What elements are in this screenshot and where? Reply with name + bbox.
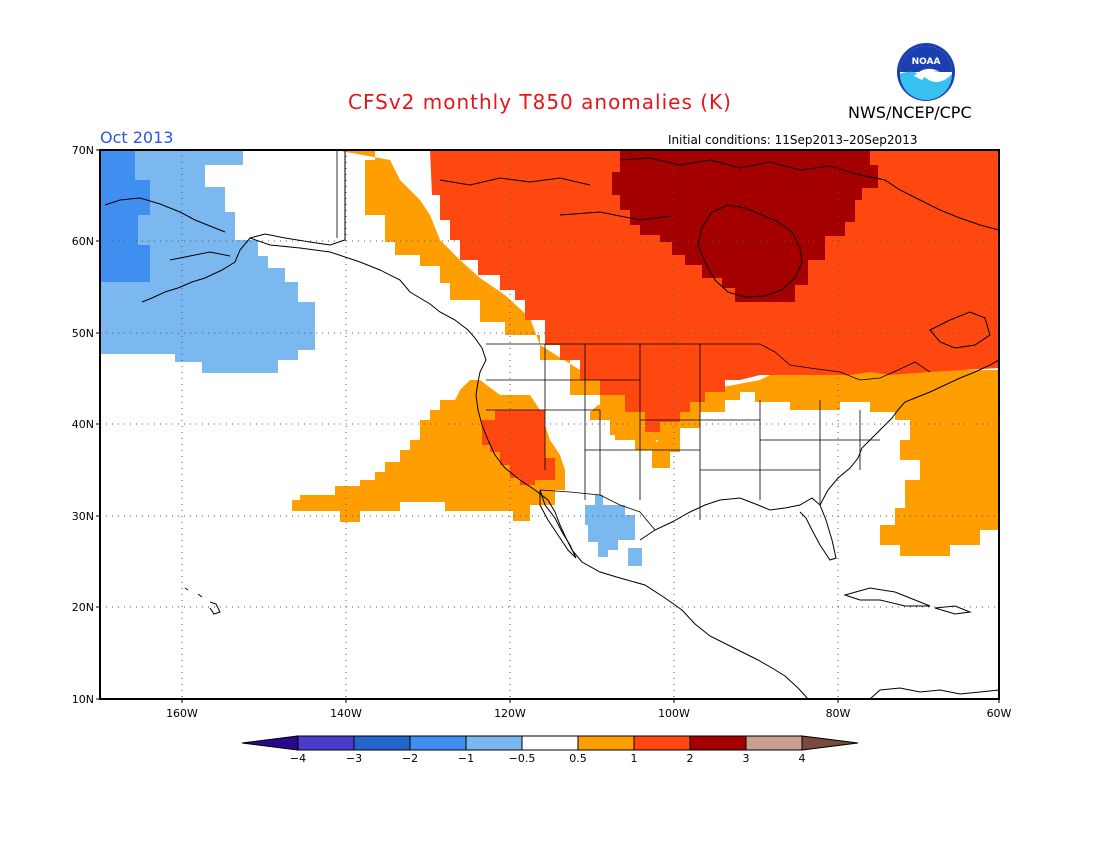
noaa-logo-text: NOAA bbox=[912, 57, 941, 67]
colorbar-box bbox=[577, 735, 635, 751]
warm-anomaly-region-hudson bbox=[612, 150, 878, 302]
colorbar-arrow-low bbox=[241, 735, 299, 751]
tick-marks bbox=[96, 149, 1000, 703]
colorbar-tick-label: 0.5 bbox=[569, 752, 587, 765]
lon-label-80w: 80W bbox=[826, 707, 851, 720]
lat-label-40: 40N bbox=[72, 418, 94, 431]
colorbar-tick-label: −0.5 bbox=[509, 752, 536, 765]
colorbar-box bbox=[745, 735, 803, 751]
warm-anomaly-region-canada bbox=[430, 150, 999, 432]
cold-anomaly-region-bering bbox=[100, 150, 150, 282]
colorbar-box bbox=[353, 735, 411, 751]
colorbar bbox=[241, 735, 859, 751]
cold-anomaly-region-pacific bbox=[100, 150, 315, 373]
warm-anomaly-region-southwest bbox=[590, 405, 670, 468]
lat-label-60: 60N bbox=[72, 235, 94, 248]
lon-label-160w: 160W bbox=[166, 707, 198, 720]
map-title: CFSv2 monthly T850 anomalies (K) bbox=[348, 90, 732, 114]
coastlines bbox=[104, 150, 999, 699]
lat-label-70: 70N bbox=[72, 144, 94, 157]
colorbar-tick-label: −2 bbox=[402, 752, 418, 765]
colorbar-tick-label: 4 bbox=[799, 752, 806, 765]
lon-label-60w: 60W bbox=[987, 707, 1012, 720]
colorbar-box bbox=[689, 735, 747, 751]
initial-conditions: Initial conditions: 11Sep2013–20Sep2013 bbox=[668, 133, 918, 147]
colorbar-box bbox=[521, 735, 579, 751]
lon-label-100w: 100W bbox=[658, 707, 690, 720]
lon-label-140w: 140W bbox=[330, 707, 362, 720]
forecast-month: Oct 2013 bbox=[100, 128, 174, 147]
colorbar-tick-label: 2 bbox=[687, 752, 694, 765]
colorbar-tick-label: −3 bbox=[346, 752, 362, 765]
colorbar-arrow-high bbox=[801, 735, 859, 751]
colorbar-box bbox=[633, 735, 691, 751]
colorbar-box bbox=[297, 735, 355, 751]
colorbar-tick-label: −1 bbox=[458, 752, 474, 765]
lat-label-20: 20N bbox=[72, 601, 94, 614]
colorbar-tick-label: 3 bbox=[743, 752, 750, 765]
colorbar-labels: −4 −3 −2 −1 −0.5 0.5 1 2 3 4 bbox=[290, 752, 806, 765]
colorbar-box bbox=[409, 735, 467, 751]
organization-label: NWS/NCEP/CPC bbox=[848, 103, 972, 122]
warm-anomaly-region-west bbox=[335, 150, 999, 556]
lon-label-120w: 120W bbox=[494, 707, 526, 720]
warm-anomaly-region-greatbasin bbox=[482, 410, 555, 485]
colorbar-box bbox=[465, 735, 523, 751]
lat-label-50: 50N bbox=[72, 327, 94, 340]
colorbar-tick-label: −4 bbox=[290, 752, 306, 765]
political-borders bbox=[336, 150, 931, 531]
cold-anomaly-region-mexico bbox=[585, 495, 642, 566]
lat-label-10: 10N bbox=[72, 693, 94, 706]
colorbar-tick-label: 1 bbox=[631, 752, 638, 765]
anomaly-fields bbox=[100, 150, 999, 566]
lat-label-30: 30N bbox=[72, 510, 94, 523]
noaa-logo: NOAA bbox=[897, 43, 955, 101]
